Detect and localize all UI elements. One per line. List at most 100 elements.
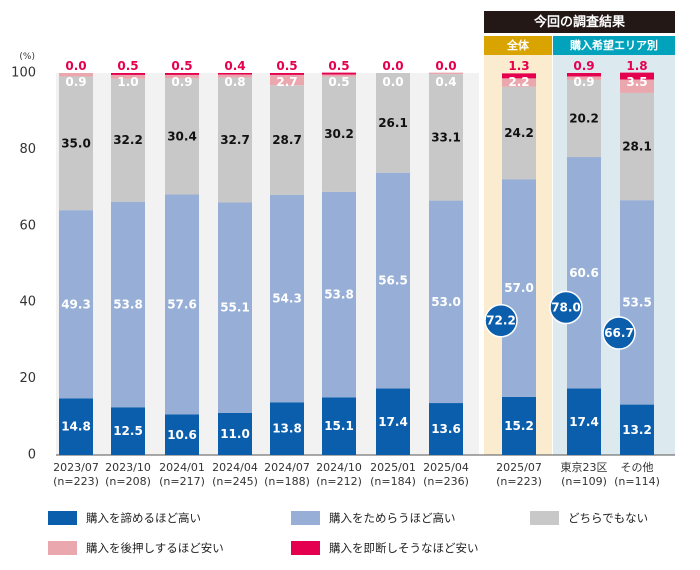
bar-segment: [270, 73, 304, 75]
x-tick-sample-size: (n=212): [316, 475, 362, 488]
bar-segment: [429, 200, 463, 404]
data-label: 17.4: [378, 415, 408, 429]
bar-segment: [567, 157, 601, 389]
bar-segment: [502, 78, 536, 87]
bar-segment: [59, 210, 93, 399]
data-label: 1.0: [117, 75, 138, 89]
bar-segment: [59, 76, 93, 211]
data-label: 3.5: [626, 75, 647, 89]
data-label: 15.1: [324, 419, 354, 433]
x-tick-label: 2025/01: [370, 461, 416, 474]
bar-segment: [376, 172, 410, 389]
y-tick-label: 0: [28, 448, 36, 463]
data-label: 28.7: [272, 133, 302, 147]
data-label: 24.2: [504, 126, 534, 140]
legend-swatch: [291, 541, 320, 555]
bar-segment: [270, 194, 304, 403]
bar-segment: [502, 396, 536, 455]
bar-segment: [322, 191, 356, 398]
data-label: 0.5: [171, 59, 192, 73]
bar-segment: [218, 412, 252, 455]
data-label: 17.4: [569, 415, 599, 429]
data-label: 14.8: [61, 420, 91, 434]
data-label: 35.0: [61, 136, 91, 150]
bar-segment: [567, 79, 601, 158]
bar-segment: [59, 398, 93, 455]
header-title: 今回の調査結果: [533, 14, 625, 30]
data-label: 0.0: [65, 59, 86, 73]
header-title-box: [484, 11, 675, 33]
bar-segment: [218, 74, 252, 78]
area-tab: [553, 36, 675, 55]
bar-segment: [376, 73, 410, 173]
bar-segment: [567, 388, 601, 455]
bar-segment: [322, 74, 356, 77]
data-label: 54.3: [272, 292, 302, 306]
data-label: 32.2: [113, 133, 143, 147]
bar-segment: [429, 74, 463, 201]
y-tick-label: 20: [19, 371, 36, 386]
legend-swatch: [48, 511, 77, 525]
y-axis-unit: (%): [19, 52, 35, 62]
y-tick-label: 60: [19, 218, 36, 233]
bar-segment: [165, 194, 199, 415]
data-label: 10.6: [167, 428, 197, 442]
bar-segment: [620, 404, 654, 455]
y-tick-label: 80: [19, 142, 36, 157]
data-label: 2.7: [276, 75, 297, 89]
data-label: 0.9: [171, 75, 192, 89]
data-label: 13.6: [431, 422, 461, 436]
bar-segment: [322, 76, 356, 192]
data-label: 0.4: [435, 75, 456, 89]
bar-segment: [429, 72, 463, 75]
total-callout-circle: [549, 290, 583, 325]
data-label: 15.2: [504, 419, 534, 433]
bar-segment: [270, 85, 304, 195]
data-label: 0.0: [382, 75, 403, 89]
data-label: 0.8: [224, 75, 245, 89]
x-tick-label: その他: [621, 461, 654, 474]
overall-tab: [484, 36, 552, 55]
bar-segment: [111, 78, 145, 202]
data-label: 49.3: [61, 297, 91, 311]
data-label: 53.8: [113, 297, 143, 311]
legend-swatch: [530, 511, 559, 525]
x-tick-label: 2023/07: [53, 461, 99, 474]
legend-label: 購入を後押しするほど安い: [86, 541, 224, 555]
x-tick-label: 2024/01: [159, 461, 205, 474]
legend-label: どちらでもない: [568, 511, 648, 525]
data-label: 60.6: [569, 266, 599, 280]
x-tick-sample-size: (n=188): [264, 475, 310, 488]
bar-segment: [376, 388, 410, 455]
x-tick-sample-size: (n=236): [423, 475, 469, 488]
y-tick-label: 40: [19, 295, 36, 310]
data-label: 26.1: [378, 116, 408, 130]
bar-segment: [502, 86, 536, 180]
bar-segment: [429, 403, 463, 455]
data-label: 57.6: [167, 297, 197, 311]
bar-segment: [111, 201, 145, 408]
bar-segment: [165, 78, 199, 195]
bar-segment: [111, 407, 145, 455]
x-tick-label: 2024/10: [316, 461, 362, 474]
total-callout-label: 66.7: [604, 326, 634, 340]
x-tick-label: 2025/07: [496, 461, 542, 474]
data-label: 0.9: [65, 75, 86, 89]
legend-label: 購入をためらうほど高い: [329, 511, 456, 525]
bar-segment: [111, 73, 145, 75]
bar-segment: [165, 414, 199, 455]
bar-segment: [270, 74, 304, 86]
data-label: 32.7: [220, 133, 250, 147]
y-tick-label: 100: [11, 66, 36, 81]
data-label: 57.0: [504, 281, 534, 295]
bar-segment: [270, 402, 304, 455]
bar-segment: [111, 74, 145, 79]
data-label: 30.2: [324, 127, 354, 141]
bar-segment: [620, 72, 654, 80]
x-tick-sample-size: (n=114): [614, 475, 660, 488]
data-label: 0.0: [382, 59, 403, 73]
data-label: 53.5: [622, 295, 652, 309]
legend-swatch: [48, 541, 77, 555]
total-callout-label: 72.2: [486, 314, 516, 328]
data-label: 0.5: [328, 75, 349, 89]
